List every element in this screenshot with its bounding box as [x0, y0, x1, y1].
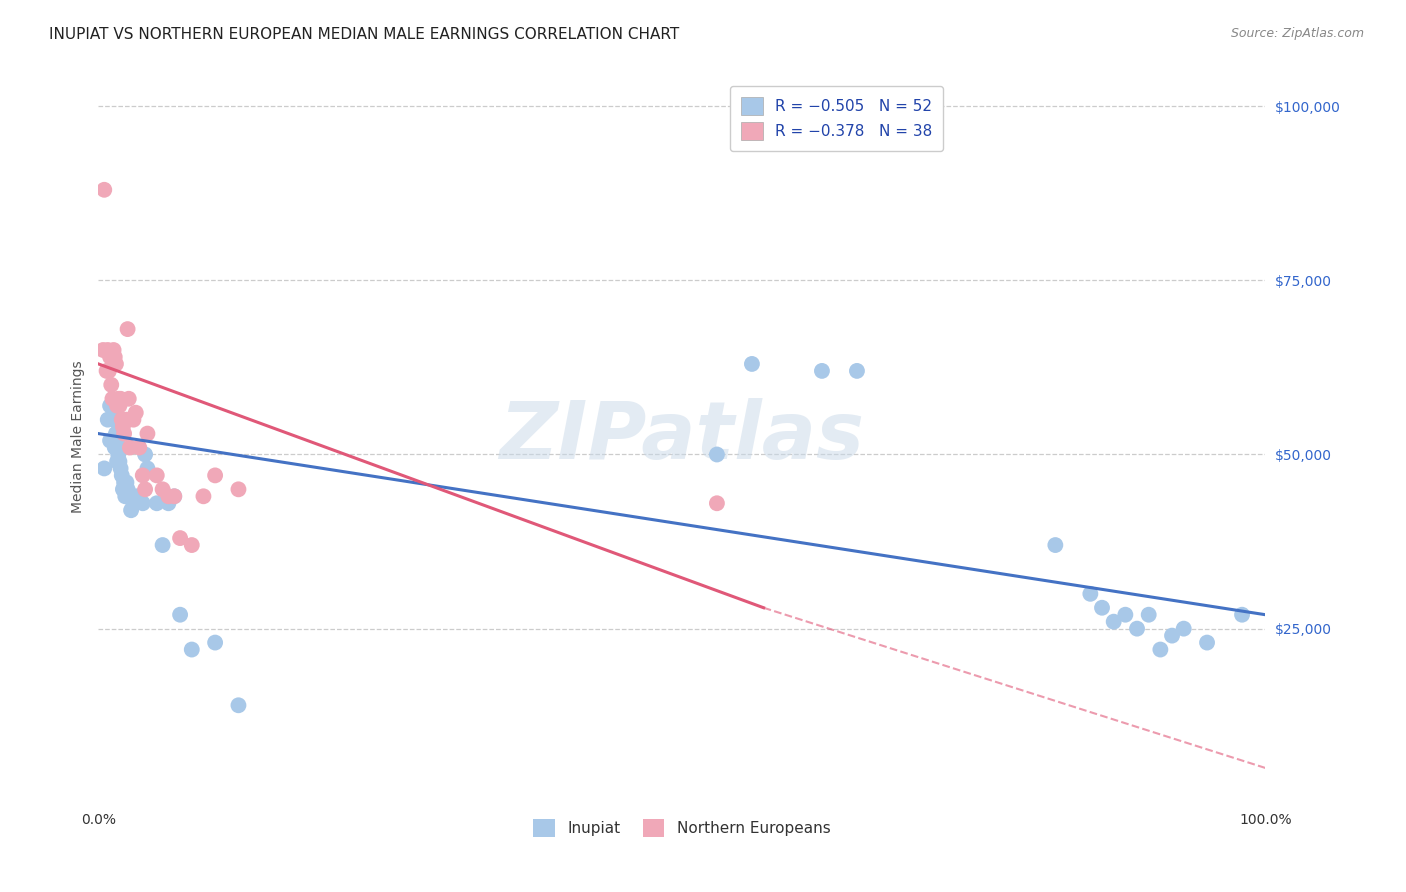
- Point: [193, 489, 215, 503]
- Point: [110, 461, 132, 475]
- Point: [157, 489, 180, 503]
- Point: [111, 483, 134, 497]
- Point: [115, 412, 138, 426]
- Point: [122, 496, 145, 510]
- Point: [1045, 538, 1067, 552]
- Point: [741, 357, 763, 371]
- Point: [93, 461, 115, 475]
- Point: [120, 503, 142, 517]
- Point: [104, 426, 127, 441]
- Point: [107, 448, 129, 462]
- Point: [134, 448, 156, 462]
- Point: [98, 350, 121, 364]
- Point: [112, 426, 135, 441]
- Point: [108, 454, 131, 468]
- Point: [118, 441, 141, 455]
- Point: [115, 475, 138, 490]
- Point: [111, 468, 134, 483]
- Point: [152, 483, 174, 497]
- Point: [118, 489, 141, 503]
- Point: [134, 483, 156, 497]
- Point: [91, 343, 114, 357]
- Point: [125, 489, 148, 503]
- Point: [105, 454, 128, 468]
- Point: [146, 496, 169, 510]
- Text: Source: ZipAtlas.com: Source: ZipAtlas.com: [1230, 27, 1364, 40]
- Point: [1091, 600, 1114, 615]
- Point: [105, 434, 128, 448]
- Point: [132, 496, 155, 510]
- Point: [157, 496, 180, 510]
- Point: [105, 399, 128, 413]
- Point: [111, 412, 134, 426]
- Point: [136, 461, 159, 475]
- Point: [114, 489, 136, 503]
- Point: [117, 322, 139, 336]
- Text: INUPIAT VS NORTHERN EUROPEAN MEDIAN MALE EARNINGS CORRELATION CHART: INUPIAT VS NORTHERN EUROPEAN MEDIAN MALE…: [49, 27, 679, 42]
- Point: [1149, 642, 1171, 657]
- Point: [1080, 587, 1102, 601]
- Point: [706, 496, 728, 510]
- Point: [1114, 607, 1136, 622]
- Point: [98, 399, 121, 413]
- Point: [163, 489, 186, 503]
- Point: [180, 642, 202, 657]
- Point: [96, 364, 118, 378]
- Point: [1230, 607, 1253, 622]
- Point: [98, 434, 121, 448]
- Point: [1195, 635, 1218, 649]
- Point: [104, 441, 127, 455]
- Point: [104, 357, 127, 371]
- Point: [811, 364, 834, 378]
- Point: [163, 489, 186, 503]
- Point: [107, 392, 129, 406]
- Point: [128, 441, 150, 455]
- Point: [132, 468, 155, 483]
- Point: [152, 538, 174, 552]
- Point: [1102, 615, 1125, 629]
- Point: [112, 475, 135, 490]
- Point: [1126, 622, 1149, 636]
- Point: [111, 419, 134, 434]
- Point: [110, 392, 132, 406]
- Point: [122, 412, 145, 426]
- Point: [118, 489, 141, 503]
- Point: [101, 434, 124, 448]
- Point: [146, 468, 169, 483]
- Point: [204, 468, 226, 483]
- Point: [128, 489, 150, 503]
- Point: [1161, 629, 1184, 643]
- Point: [169, 607, 191, 622]
- Point: [228, 698, 250, 713]
- Point: [706, 448, 728, 462]
- Point: [118, 392, 141, 406]
- Point: [103, 343, 125, 357]
- Point: [1173, 622, 1195, 636]
- Point: [1137, 607, 1160, 622]
- Point: [180, 538, 202, 552]
- Point: [104, 350, 127, 364]
- Point: [93, 183, 115, 197]
- Legend: Inupiat, Northern Europeans: Inupiat, Northern Europeans: [527, 813, 837, 843]
- Point: [125, 406, 148, 420]
- Point: [228, 483, 250, 497]
- Point: [100, 377, 122, 392]
- Point: [103, 412, 125, 426]
- Point: [204, 635, 226, 649]
- Point: [108, 399, 131, 413]
- Point: [97, 364, 120, 378]
- Text: ZIPatlas: ZIPatlas: [499, 398, 865, 476]
- Point: [101, 392, 124, 406]
- Point: [136, 426, 159, 441]
- Point: [97, 343, 120, 357]
- Point: [846, 364, 869, 378]
- Point: [117, 483, 139, 497]
- Point: [97, 412, 120, 426]
- Y-axis label: Median Male Earnings: Median Male Earnings: [70, 360, 84, 514]
- Point: [169, 531, 191, 545]
